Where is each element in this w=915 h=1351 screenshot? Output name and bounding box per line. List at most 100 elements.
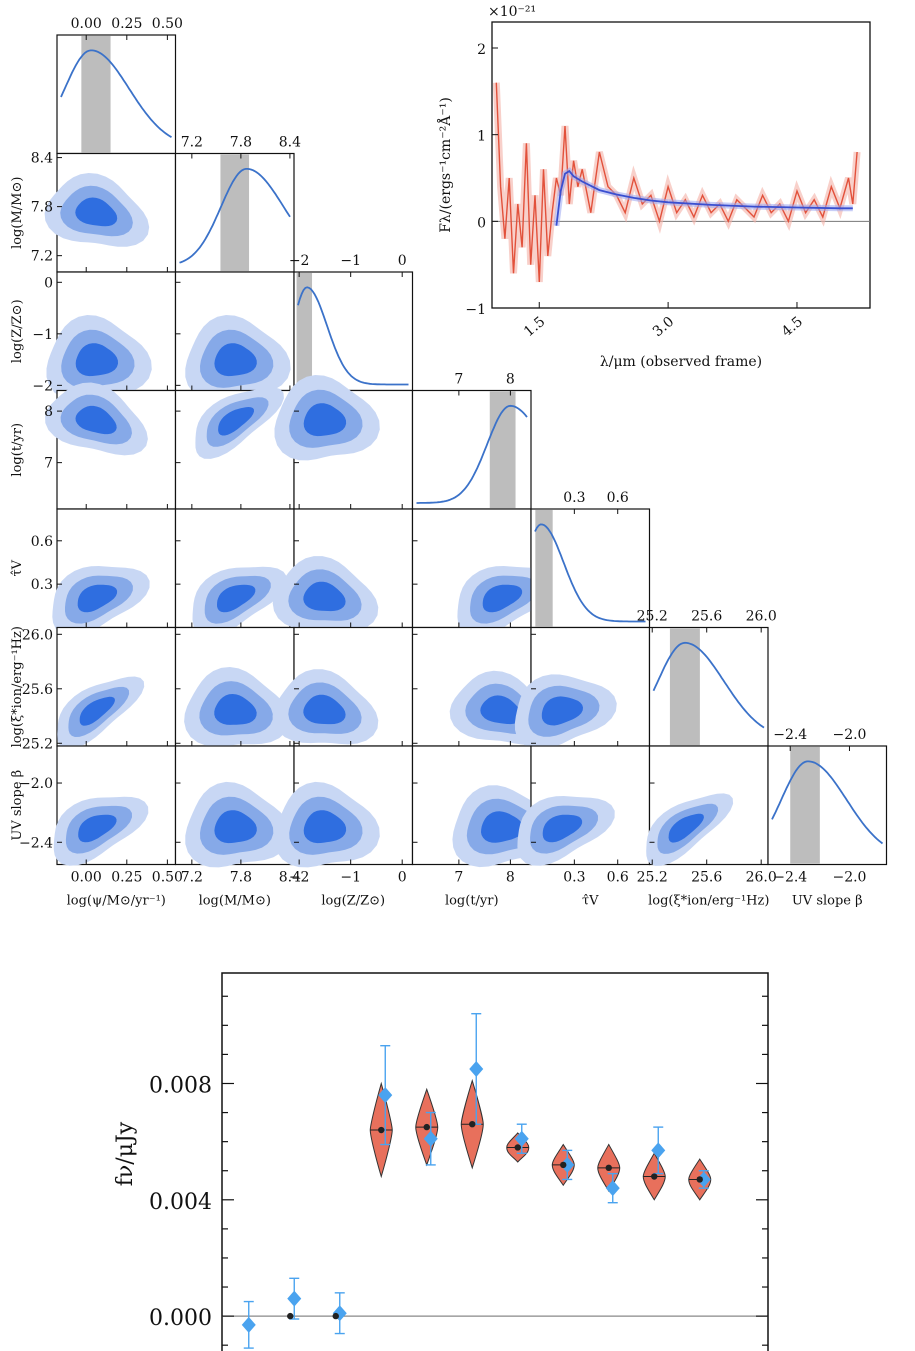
top-tick-label: 7 [454,372,463,388]
median-band [81,36,111,153]
x-tick-label: −2.0 [832,870,866,886]
y-tick-label: 0.3 [31,577,53,593]
corner-panel-4-1 [174,508,295,636]
top-tick-label: 7.8 [230,135,252,151]
photometry-plot: 0.000 0.004 0.008 fν/μJy [113,972,769,1351]
contour-inner [79,696,115,726]
y-axis-label: UV slope β [10,770,25,841]
y-axis-label: log(M/M⊙) [10,177,25,249]
corner-panel-6-6: −2.4 −2.0 −2.4 −2.0 UV slope β [767,727,888,909]
x-tick-label: 0.50 [152,870,183,886]
x-axis-label: τ̂V [582,894,599,909]
top-tick-label: 0.50 [152,16,183,32]
observed-point [605,1180,620,1197]
top-tick-label: −2.4 [773,727,807,743]
marginal-curve [534,523,646,623]
contour-inner [218,407,254,436]
observed-point [651,1142,666,1159]
median-band [489,391,516,508]
y-axis-label: log(ξ*ion/erg⁻¹Hz) [10,626,25,747]
top-tick-label: 0.3 [563,490,585,506]
contour-inner [668,813,704,843]
top-tick-label: 7.2 [181,135,203,151]
top-tick-label: −2.0 [832,727,866,743]
contour-inner [481,811,524,843]
y-scale-label: ×10⁻²¹ [488,4,536,20]
panel-frame [767,745,888,866]
x-tick-label: −1 [340,870,361,886]
y-tick-label: 0.008 [149,1073,212,1098]
corner-panel-1-0: 7.2 7.8 8.4 log(M/M⊙) [10,151,177,273]
top-tick-label: 0 [398,253,407,269]
observed-point [423,1130,438,1147]
top-tick-label: 8 [506,372,515,388]
photometry-frame [221,972,769,1351]
spectrum-frame [491,21,871,309]
top-tick-label: 26.0 [746,609,777,625]
marginal-curve [297,286,409,386]
x-tick-label: −2.4 [773,870,807,886]
top-tick-label: 8.4 [279,135,301,151]
y-axis-label: τ̂V [10,559,25,576]
x-tick-label: 25.6 [691,870,722,886]
x-axis-label: log(M/M⊙) [199,894,271,909]
y-tick-label: 0.000 [149,1306,212,1331]
corner-panel-4-0: 0.3 0.6 τ̂V [10,508,177,636]
y-tick-label: 2 [477,42,486,58]
contour-inner [75,197,118,227]
model-point [378,1126,385,1134]
y-tick-label: 7.2 [31,249,53,265]
contour-inner [75,405,117,435]
x-tick-label: 0.3 [563,870,585,886]
x-tick-label: 7.2 [181,870,203,886]
model-point [560,1161,567,1169]
x-axis-label: log(Z/Z⊙) [321,894,385,909]
contour-inner [214,694,257,725]
corner-panel-3-0: 7 8 log(t/yr) [10,382,177,510]
corner-panel-4-3 [411,508,555,636]
top-tick-label: 0.00 [71,16,102,32]
observed-point [469,1060,484,1077]
corner-panel-1-1: 7.2 7.8 8.4 [174,135,301,273]
y-tick-label: 25.6 [22,682,53,698]
x-tick-label: 7.8 [230,870,252,886]
x-tick-label: 26.0 [746,870,777,886]
y-tick-label: −1 [465,302,486,318]
x-tick-label: 0.25 [111,870,142,886]
x-tick-label: 0.00 [71,870,102,886]
corner-panel-6-2: −2 −1 0 log(Z/Z⊙) [274,745,414,909]
panel-frame [56,34,177,155]
contour-inner [541,696,583,726]
y-tick-label: 0.004 [149,1190,212,1215]
top-tick-label: 0.6 [607,490,629,506]
contour-inner [77,584,118,613]
model-point [514,1144,521,1151]
y-tick-label: 7 [44,456,53,472]
y-tick-label: 0.6 [31,534,53,550]
contour-inner [75,343,118,377]
y-tick-label: 0 [477,215,486,231]
corner-panel-2-0: −2 −1 0 log(Z/Z⊙) [10,271,177,401]
top-tick-label: 25.6 [691,609,722,625]
observed-point [514,1130,529,1147]
x-axis-label: log(t/yr) [445,894,499,909]
median-band [296,273,313,390]
x-tick-label: 25.2 [637,870,668,886]
corner-panel-5-1 [174,626,295,747]
model-spectrum-line [555,169,853,226]
observed-point [560,1156,575,1173]
observed-point [241,1316,256,1333]
top-tick-label: 25.2 [637,609,668,625]
x-tick-label: 3.0 [650,314,677,341]
model-point [605,1164,612,1172]
marginal-curve [179,168,291,264]
y-tick-label: 25.2 [22,736,53,752]
x-tick-label: 7 [454,870,463,886]
y-tick-label: 26.0 [22,627,53,643]
observed-point [378,1087,393,1104]
x-tick-label: 4.5 [779,314,806,341]
